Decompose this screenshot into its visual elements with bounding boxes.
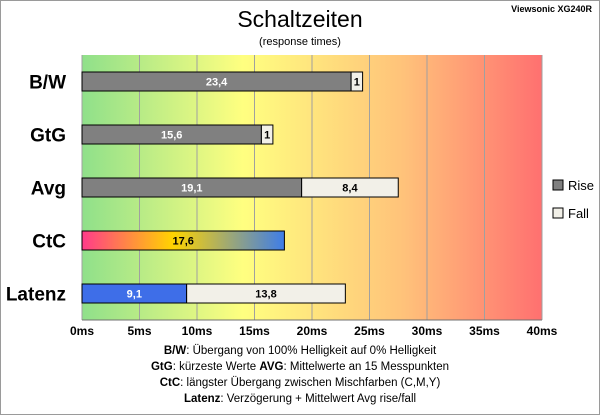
note-latenz: Latenz: Verzögerung + Mittelwert Avg ris…	[183, 393, 417, 405]
legend-swatch	[552, 179, 564, 191]
bar-fall	[186, 283, 346, 304]
x-tick-label: 25ms	[354, 324, 385, 338]
note-ctc: CtC: längster Übergang zwischen Mischfar…	[159, 377, 441, 389]
bar-rise-label: 23,4	[206, 77, 228, 89]
legend-label: Fall	[568, 206, 589, 221]
notes: B/W: Übergang von 100% Helligkeit auf 0%…	[0, 343, 600, 407]
chart-subtitle: (response times)	[259, 36, 341, 48]
monitor-model: Viewsonic XG240R	[511, 4, 592, 14]
x-tick-label: 10ms	[182, 324, 213, 338]
bar-fall-label: 1	[264, 130, 270, 142]
bar-fall	[350, 71, 364, 92]
bar-rise-label: 19,1	[181, 183, 202, 195]
bar-rise	[81, 230, 285, 251]
category-label: B/W	[29, 73, 66, 94]
x-tick-label: 15ms	[239, 324, 270, 338]
plot-area: 0ms 5ms 10ms 15ms 20ms 25ms 30ms 35ms 40ms B/W 23,…	[6, 55, 594, 338]
x-tick-label: 0ms	[70, 324, 94, 338]
category-label: Latenz	[6, 285, 66, 306]
bar-rise-label: 9,1	[127, 289, 142, 301]
legend-swatch	[552, 207, 564, 219]
x-tick-label: 30ms	[412, 324, 443, 338]
bar-rise-label: 17,6	[172, 236, 193, 248]
bar-fall-label: 8,4	[342, 183, 358, 195]
bar-fall	[301, 177, 399, 198]
x-tick-label: 40ms	[527, 324, 558, 338]
bar-fall-label: 13,8	[255, 289, 276, 301]
category-label: Avg	[31, 179, 66, 200]
x-tick-label: 20ms	[297, 324, 328, 338]
legend-label: Rise	[568, 178, 594, 193]
x-tick-label: 35ms	[469, 324, 500, 338]
category-label: GtG	[30, 126, 66, 147]
note-gtg-avg: GtG: kürzeste Werte AVG: Mittelwerte an …	[150, 361, 450, 373]
category-label: CtC	[32, 232, 66, 253]
bar-fall	[260, 124, 274, 145]
bar-rise-label: 15,6	[161, 130, 182, 142]
bar-fall-label: 1	[354, 77, 360, 89]
chart-title: Schaltzeiten	[237, 6, 363, 32]
x-tick-label: 5ms	[127, 324, 151, 338]
note-bw: B/W: Übergang von 100% Helligkeit auf 0%…	[163, 345, 437, 357]
